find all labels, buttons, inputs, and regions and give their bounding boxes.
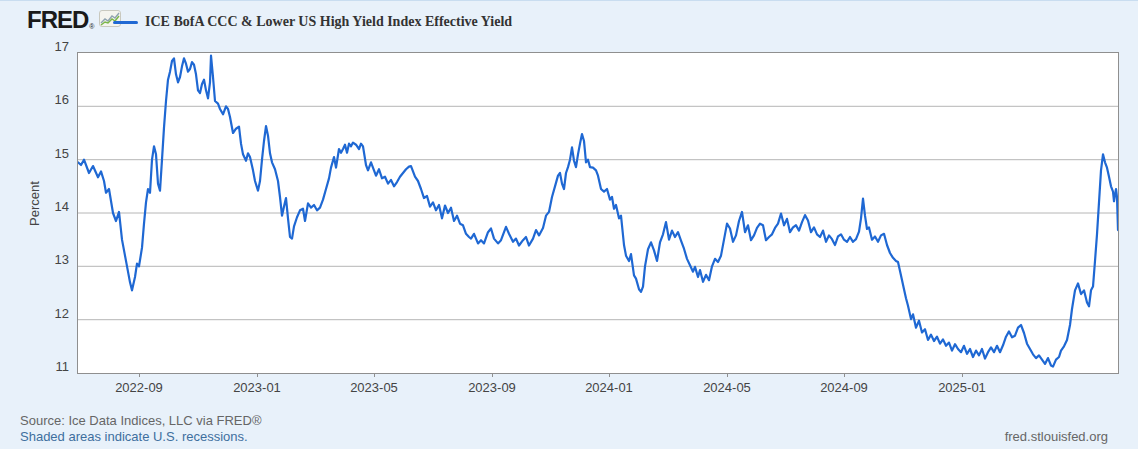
- fred-logo-text: FRED: [27, 8, 88, 32]
- source-text: Source: Ice Data Indices, LLC via FRED®: [20, 413, 262, 428]
- x-tick-label-2024-01: 2024-01: [564, 381, 654, 394]
- legend-series-label[interactable]: ICE BofA CCC & Lower US High Yield Index…: [145, 14, 512, 30]
- fred-logo[interactable]: FRED ®: [27, 8, 121, 32]
- legend-line-marker: [113, 21, 138, 24]
- x-tick-label-2023-05: 2023-05: [329, 381, 419, 394]
- y-tick-label-17: 17: [29, 40, 69, 53]
- graph-header: FRED ® ICE BofA CCC & Lower US High Yiel…: [0, 1, 1138, 37]
- x-tick-mark-2024-01: [609, 373, 610, 377]
- x-tick-label-2024-09: 2024-09: [799, 381, 889, 394]
- x-tick-mark-2024-05: [727, 373, 728, 377]
- x-tick-mark-2022-09: [139, 373, 140, 377]
- y-tick-label-13: 13: [29, 253, 69, 266]
- x-tick-mark-2023-09: [492, 373, 493, 377]
- y-tick-label-15: 15: [29, 147, 69, 160]
- fred-graph-widget: FRED ® ICE BofA CCC & Lower US High Yiel…: [0, 0, 1138, 449]
- x-tick-mark-2024-09: [844, 373, 845, 377]
- x-tick-label-2023-01: 2023-01: [212, 381, 302, 394]
- fred-site-text: fred.stlouisfed.org: [1005, 429, 1108, 444]
- y-tick-label-14: 14: [29, 200, 69, 213]
- yield-line-chart: [78, 53, 1118, 373]
- plot-area[interactable]: [77, 52, 1119, 374]
- y-tick-label-16: 16: [29, 93, 69, 106]
- x-tick-label-2022-09: 2022-09: [94, 381, 184, 394]
- registered-mark: ®: [89, 23, 94, 30]
- x-tick-mark-2023-01: [257, 373, 258, 377]
- y-tick-label-11: 11: [29, 360, 69, 373]
- x-tick-label-2024-05: 2024-05: [682, 381, 772, 394]
- x-tick-label-2023-09: 2023-09: [447, 381, 537, 394]
- y-tick-label-12: 12: [29, 307, 69, 320]
- x-tick-mark-2023-05: [374, 373, 375, 377]
- legend: ICE BofA CCC & Lower US High Yield Index…: [113, 14, 512, 30]
- x-tick-mark-2025-01: [962, 373, 963, 377]
- recessions-link[interactable]: Shaded areas indicate U.S. recessions.: [20, 429, 248, 444]
- x-tick-label-2025-01: 2025-01: [917, 381, 1007, 394]
